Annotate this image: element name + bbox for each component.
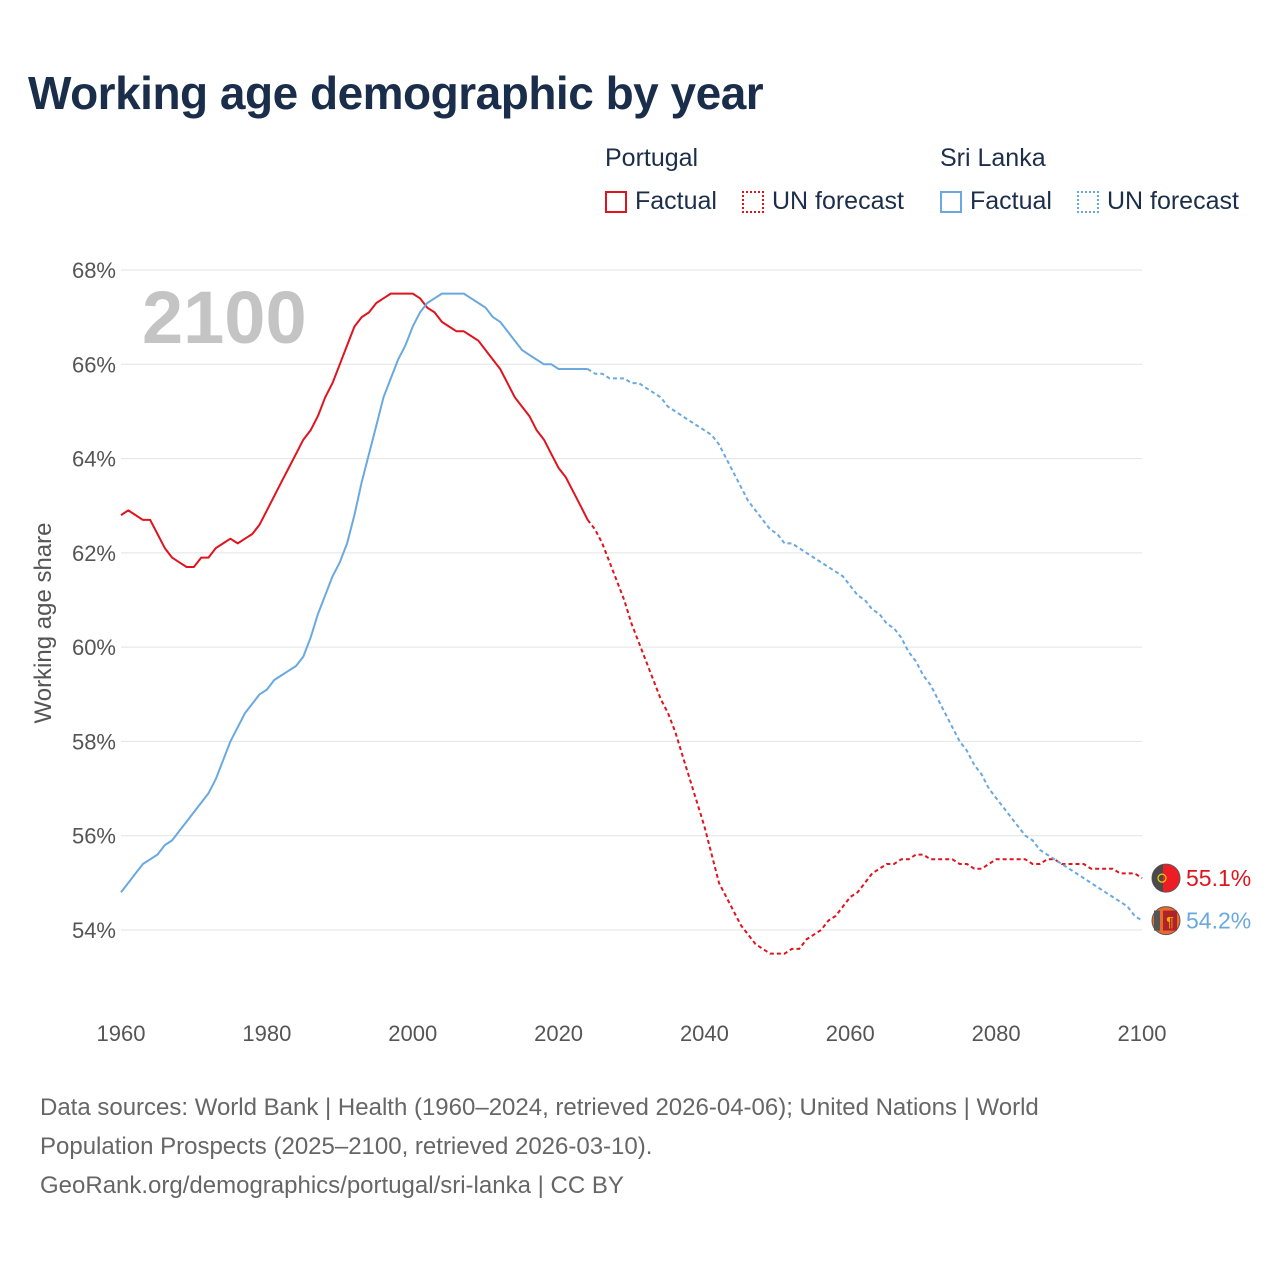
legend-label: UN forecast <box>1106 187 1239 215</box>
x-tick-label: 1960 <box>97 1021 146 1046</box>
sri-lanka-flag-emblem: ¶ <box>1166 914 1174 930</box>
sri-lanka-factual-line <box>120 292 588 893</box>
footer: Data sources: World Bank | Health (1960–… <box>40 1088 1240 1205</box>
line-chart: 54% 56% 58% 60% 62% 64% 66% 68% 1960 1980 2000 202… <box>30 258 1251 1046</box>
footer-credit[interactable]: GeoRank.org/demographics/portugal/sri-la… <box>40 1172 624 1199</box>
x-tick-label: 2060 <box>826 1021 875 1046</box>
y-tick-label: 54% <box>72 918 116 943</box>
sri-lanka-forecast-line <box>587 368 1143 922</box>
y-tick-label: 64% <box>72 447 116 472</box>
legend-swatch-solid <box>605 190 627 213</box>
portugal-flag-emblem <box>1157 873 1167 883</box>
legend-label: Factual <box>635 187 717 215</box>
chart-title: Working age demographic by year <box>28 67 764 119</box>
legend-swatch-solid <box>940 190 962 213</box>
legend-item-portugal-factual[interactable]: Factual <box>605 187 717 216</box>
footer-source-line-1: Data sources: World Bank | Health (1960–… <box>40 1094 1039 1121</box>
y-tick-label: 68% <box>72 258 116 283</box>
x-tick-label: 2080 <box>972 1021 1021 1046</box>
sri-lanka-flag-band <box>1154 910 1160 931</box>
legend-group-name: Portugal <box>605 144 699 172</box>
x-tick-label: 1980 <box>242 1021 291 1046</box>
legend-swatch-dotted <box>741 190 764 213</box>
series-lines <box>120 292 1143 955</box>
y-axis-label: Working age share <box>30 523 57 724</box>
legend-item-sri-lanka-forecast[interactable]: UN forecast <box>1076 187 1239 216</box>
y-tick-label: 56% <box>72 824 116 849</box>
sri-lanka-flag-field <box>1163 910 1177 931</box>
y-tick-label: 66% <box>72 352 116 377</box>
x-axis-ticks: 1960 1980 2000 2020 2040 2060 2080 2100 <box>97 1021 1167 1046</box>
footer-source-line-2: Population Prospects (2025–2100, retriev… <box>40 1133 653 1160</box>
legend-group-name: Sri Lanka <box>940 144 1046 172</box>
portugal-end-label: 55.1% <box>1186 865 1251 891</box>
x-tick-label: 2020 <box>534 1021 583 1046</box>
y-tick-label: 62% <box>72 541 116 566</box>
y-tick-label: 58% <box>72 729 116 754</box>
end-markers: 55.1% ¶ 54.2% <box>1151 863 1251 936</box>
legend-group-portugal: Portugal Factual UN forecast <box>605 144 922 220</box>
legend-group-sri-lanka: Sri Lanka Factual UN forecast <box>940 144 1257 220</box>
gridlines <box>121 269 1142 931</box>
legend-item-sri-lanka-factual[interactable]: Factual <box>940 187 1052 216</box>
x-tick-label: 2100 <box>1118 1021 1167 1046</box>
sri-lanka-end-label: 54.2% <box>1186 908 1251 934</box>
y-axis-ticks: 54% 56% 58% 60% 62% 64% 66% 68% <box>72 258 116 943</box>
year-watermark: 2100 <box>142 276 307 359</box>
portugal-factual-line <box>120 292 589 568</box>
x-tick-label: 2000 <box>388 1021 437 1046</box>
portugal-forecast-line <box>586 519 1143 955</box>
x-tick-label: 2040 <box>680 1021 729 1046</box>
legend-label: Factual <box>970 187 1052 215</box>
legend-swatch-dotted <box>1076 190 1099 213</box>
legend-label: UN forecast <box>771 187 904 215</box>
y-tick-label: 60% <box>72 635 116 660</box>
legend-item-portugal-forecast[interactable]: UN forecast <box>741 187 904 216</box>
